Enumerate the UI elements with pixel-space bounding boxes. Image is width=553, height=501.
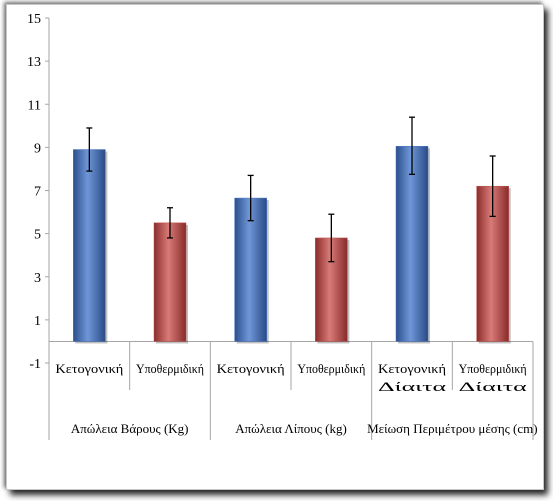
y-tick-label: 3 — [34, 271, 41, 286]
category-label: Υποθερμιδική — [136, 361, 204, 376]
category-label: Υποθερμιδική — [459, 361, 527, 376]
category-label: Κετογονική — [217, 361, 285, 376]
category-label: Δίαιτα — [378, 379, 446, 394]
y-tick-label: 1 — [34, 314, 41, 329]
group-label: Μείωση Περιμέτρου μέσης (cm) — [367, 421, 537, 436]
category-label: Κετογονική — [378, 361, 446, 376]
group-label: Απώλεια Λίπους (kg) — [235, 421, 347, 436]
y-tick-label: 7 — [34, 185, 41, 200]
bar — [153, 222, 187, 342]
category-labels: Κετογονική Υποθερμιδική Κετογονική Υποθερμι… — [55, 361, 537, 436]
category-label: Δίαιτα — [459, 379, 527, 394]
y-tick-label: 5 — [34, 228, 41, 243]
bar — [73, 149, 106, 342]
group-label: Απώλεια Βάρους (Kg) — [71, 421, 189, 436]
y-tick-label: 9 — [34, 141, 41, 156]
bar — [395, 146, 429, 342]
y-tick-label: 11 — [28, 98, 41, 113]
bars — [73, 116, 511, 344]
category-label: Υποθερμιδική — [297, 361, 365, 376]
y-tick-label: 13 — [27, 55, 41, 70]
category-label: Κετογονική — [55, 361, 123, 376]
y-tick-label: -1 — [29, 357, 41, 372]
bar — [234, 197, 267, 342]
y-tick-label: 15 — [27, 12, 41, 27]
